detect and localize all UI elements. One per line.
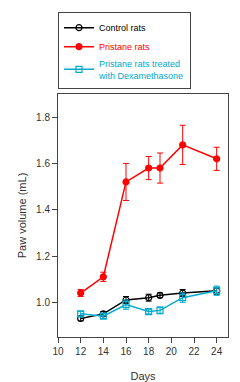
svg-text:Pristane rats: Pristane rats [99,42,150,52]
svg-text:24: 24 [211,346,223,357]
svg-text:1.8: 1.8 [36,112,50,123]
svg-text:Pristane rats treatedwith Dexa: Pristane rats treatedwith Dexamethasone [98,59,183,81]
svg-text:1.4: 1.4 [36,204,50,215]
svg-text:12: 12 [75,346,87,357]
svg-text:Days: Days [130,370,156,382]
svg-text:20: 20 [166,346,178,357]
svg-text:16: 16 [120,346,132,357]
svg-text:10: 10 [52,346,64,357]
svg-text:14: 14 [98,346,110,357]
svg-text:1.2: 1.2 [36,251,50,262]
svg-text:1.6: 1.6 [36,158,50,169]
svg-text:18: 18 [143,346,155,357]
svg-text:Paw volume (mL): Paw volume (mL) [16,173,28,259]
svg-text:22: 22 [188,346,200,357]
svg-text:Control rats: Control rats [99,23,146,33]
svg-text:1.0: 1.0 [36,297,50,308]
